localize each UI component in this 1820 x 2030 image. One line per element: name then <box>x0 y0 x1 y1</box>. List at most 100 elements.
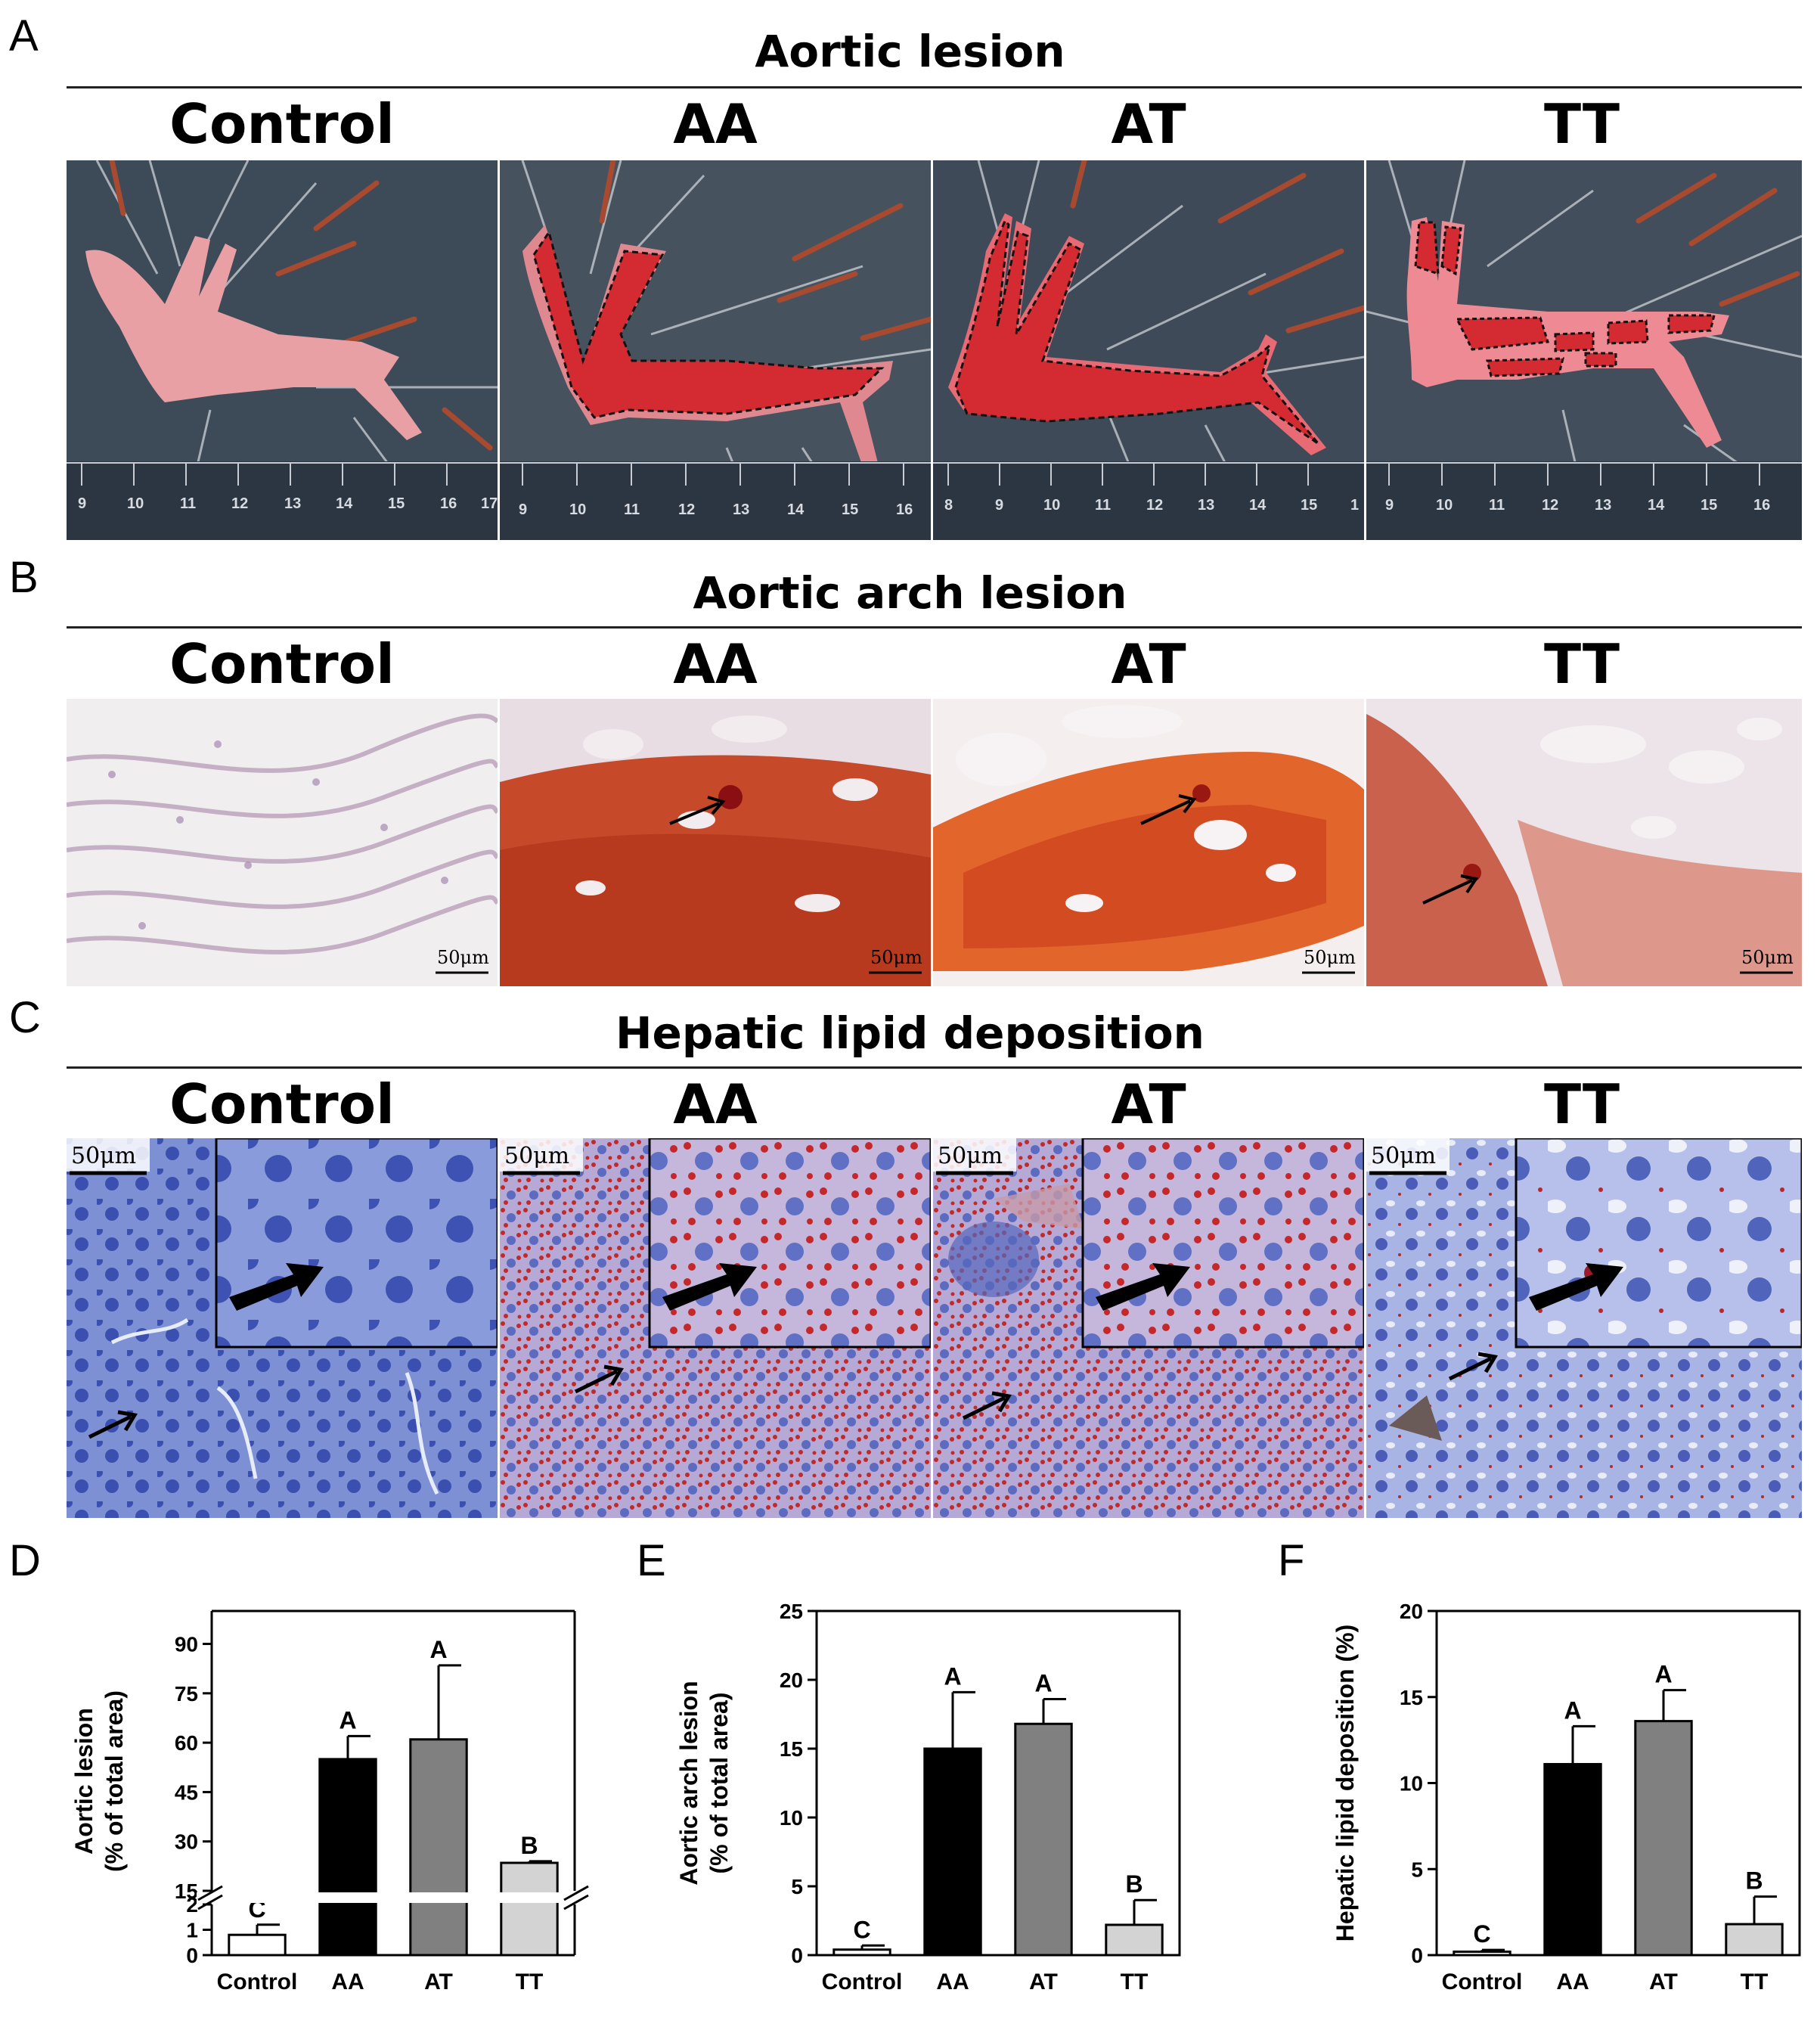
y-tick-label: 10 <box>780 1806 803 1830</box>
y-axis-label: Aortic arch lesion <box>675 1681 702 1885</box>
col-label-tt: TT <box>1544 92 1620 156</box>
x-tick-label: TT <box>516 1969 544 1994</box>
ruler-tick: 13 <box>1198 497 1214 514</box>
x-tick-label: Control <box>822 1969 903 1994</box>
axis-break-mark <box>197 1885 223 1901</box>
panel-letter-c: C <box>9 993 41 1042</box>
y-tick-label: 25 <box>780 1600 803 1623</box>
significance-letter: A <box>1654 1661 1672 1688</box>
col-label-aa: AA <box>673 632 758 696</box>
ruler-tick: 12 <box>1146 497 1163 514</box>
ruler-tick: 15 <box>1301 497 1317 514</box>
arch-micrograph-tt: 50μm <box>1366 699 1802 986</box>
ruler-tick: 9 <box>519 501 527 518</box>
arch-micrograph-control: 50μm <box>67 699 498 986</box>
significance-letter: A <box>339 1706 356 1734</box>
col-label-aa: AA <box>673 1072 758 1136</box>
ruler-tick: 11 <box>1489 497 1505 514</box>
axis-break-mark <box>563 1885 589 1901</box>
scale-bar-label: 50μm <box>870 947 922 968</box>
panel-letter-a: A <box>9 11 39 61</box>
y-tick-label: 15 <box>780 1737 803 1761</box>
aorta-photo-at: 8 9 10 11 12 13 14 15 1 <box>933 160 1364 540</box>
section-divider <box>67 626 1802 629</box>
aortic-arch-lesion-title: Aortic arch lesion <box>693 567 1127 619</box>
x-tick-label: Control <box>1442 1969 1523 1994</box>
ruler-tick: 17 <box>481 495 498 512</box>
bar <box>409 1738 468 1900</box>
y-tick-label: 15 <box>175 1879 198 1903</box>
arch-micrograph-aa: 50μm <box>500 699 931 986</box>
y-tick-label: 20 <box>780 1668 803 1692</box>
x-tick-label: TT <box>1121 1969 1149 1994</box>
bar <box>1014 1722 1073 1957</box>
significance-letter: A <box>1564 1696 1581 1724</box>
ruler-tick: 8 <box>944 497 953 514</box>
scale-bar-label: 50μm <box>1304 947 1356 968</box>
panel-letter-e: E <box>637 1536 666 1585</box>
scale-bar-label: 50μm <box>71 1143 137 1169</box>
ruler-tick: 11 <box>180 495 196 512</box>
x-tick-label: AA <box>331 1969 364 1994</box>
bar <box>409 1899 468 1957</box>
bar <box>1634 1720 1693 1957</box>
y-axis-label: Hepatic lipid deposition (%) <box>1332 1625 1359 1942</box>
scale-bar-label: 50μm <box>437 947 489 968</box>
axis-break-mark <box>563 1894 589 1910</box>
y-tick-label: 5 <box>791 1875 803 1898</box>
col-label-control: Control <box>169 92 395 156</box>
x-tick-label: TT <box>1741 1969 1769 1994</box>
ruler-tick: 15 <box>388 495 405 512</box>
significance-letter: B <box>520 1832 538 1859</box>
ruler-tick: 12 <box>678 501 695 518</box>
y-axis-label: (% of total area) <box>101 1690 128 1872</box>
liver-micrograph-at: 50μm <box>933 1138 1364 1518</box>
ruler-tick: 13 <box>284 495 301 512</box>
col-label-tt: TT <box>1544 1072 1620 1136</box>
liver-micrograph-aa: 50μm <box>500 1138 931 1518</box>
x-tick-label: Control <box>217 1969 298 1994</box>
y-tick-label: 20 <box>1400 1600 1423 1623</box>
ruler-tick: 16 <box>440 495 457 512</box>
plot-frame <box>1435 1609 1801 1957</box>
y-tick-label: 90 <box>175 1633 198 1656</box>
significance-letter: A <box>944 1662 961 1690</box>
axis-break-gap <box>197 1892 590 1903</box>
ruler-tick: 16 <box>896 501 913 518</box>
aorta-photo-tt: 9 10 11 12 13 14 15 16 <box>1366 160 1802 540</box>
bar <box>318 1899 377 1957</box>
scale-bar-label: 50μm <box>1741 947 1794 968</box>
liver-micrograph-control: 50μm <box>67 1138 498 1518</box>
ruler-tick: 15 <box>1701 497 1717 514</box>
col-label-at: AT <box>1111 632 1186 696</box>
x-tick-label: AT <box>424 1969 453 1994</box>
significance-letter: B <box>1125 1870 1143 1898</box>
liver-micrograph-tt: 50μm <box>1366 1138 1802 1518</box>
ruler-tick: 14 <box>1648 497 1665 514</box>
col-label-at: AT <box>1111 92 1186 156</box>
aortic-lesion-title: Aortic lesion <box>755 26 1065 77</box>
ruler-tick: 15 <box>842 501 858 518</box>
ruler-tick: 12 <box>231 495 248 512</box>
ruler-tick: 9 <box>995 497 1003 514</box>
ruler-tick: 1 <box>1350 497 1359 514</box>
col-label-control: Control <box>169 1072 395 1136</box>
bar <box>1453 1950 1511 1957</box>
bar <box>318 1758 377 1900</box>
ruler-tick: 14 <box>787 501 805 518</box>
x-tick-label: AT <box>1649 1969 1678 1994</box>
x-tick-label: AA <box>936 1969 969 1994</box>
scale-bar-label: 50μm <box>938 1143 1003 1169</box>
y-tick-label: 75 <box>175 1682 198 1706</box>
bar <box>1543 1762 1602 1957</box>
ruler-tick: 16 <box>1753 497 1770 514</box>
axis-break-mark <box>197 1894 223 1910</box>
x-tick-label: AA <box>1556 1969 1589 1994</box>
significance-letter: A <box>1034 1669 1052 1696</box>
y-tick-label: 60 <box>175 1731 198 1755</box>
ruler-tick: 10 <box>1043 497 1060 514</box>
plot-frame <box>815 1609 1181 1957</box>
ruler-tick: 13 <box>733 501 749 518</box>
